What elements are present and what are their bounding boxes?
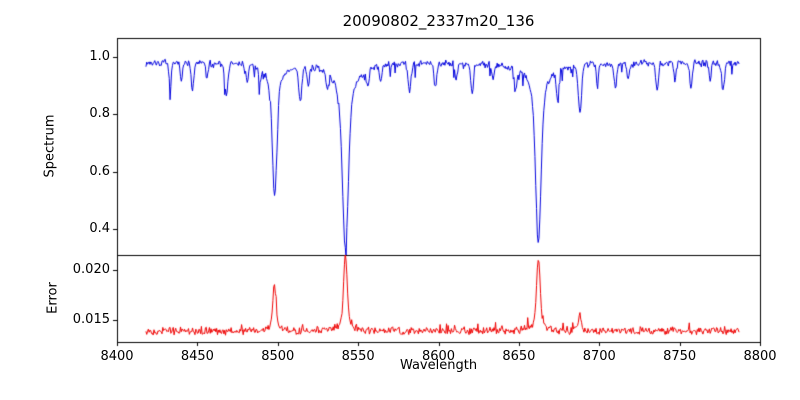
x-tick-label: 8450 <box>180 349 214 364</box>
x-tick-label: 8500 <box>261 349 295 364</box>
x-tick-label: 8650 <box>502 349 536 364</box>
x-axis-label: Wavelength <box>399 358 478 373</box>
x-tick-label: 8750 <box>663 349 697 364</box>
x-tick-label: 8550 <box>341 349 375 364</box>
x-tick-label: 8800 <box>743 349 777 364</box>
spectrum-y-tick-label: 0.4 <box>89 221 110 237</box>
x-tick-label: 8600 <box>421 349 456 364</box>
error-y-tick-label: 0.015 <box>72 312 110 327</box>
spectrum-y-tick-label: 0.8 <box>89 106 110 122</box>
error-y-tick-label: 0.020 <box>72 262 110 277</box>
spectrum-y-tick-label: 1.0 <box>89 48 110 64</box>
chart-title: 20090802_2337m20_136 <box>342 12 535 30</box>
spectrum-y-tick-label: 0.6 <box>89 163 110 179</box>
error-y-axis-label: Error <box>45 282 61 314</box>
x-tick-label: 8400 <box>100 349 134 364</box>
spectrum-y-axis-label: Spectrum <box>42 114 58 178</box>
x-tick-label: 8700 <box>582 349 616 364</box>
